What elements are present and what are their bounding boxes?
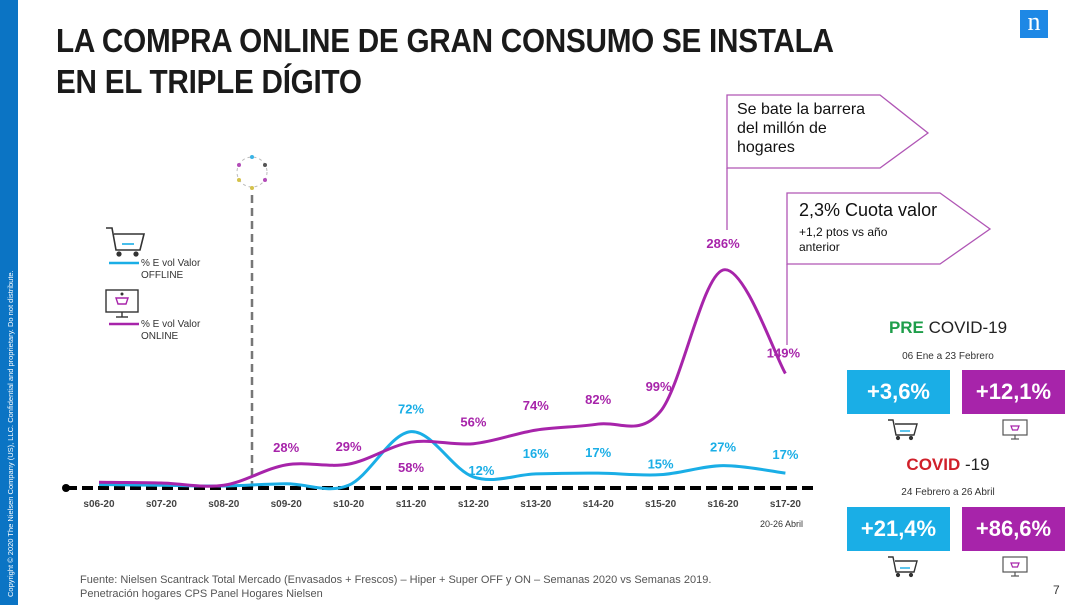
data-label-online: 58% — [398, 460, 424, 475]
copyright-sidebar: Copyright © 2020 The Nielsen Company (US… — [0, 0, 18, 605]
callout-million-shape — [726, 94, 930, 169]
shopping-cart-icon — [888, 556, 918, 578]
data-label-online: 149% — [767, 345, 801, 360]
page-number: 7 — [1053, 583, 1060, 597]
pre-online-value: +12,1% — [962, 370, 1065, 414]
online-shop-monitor-icon — [1002, 419, 1028, 440]
x-tick-label: s17-20 — [770, 499, 802, 510]
shopping-cart-icon — [888, 419, 918, 441]
nielsen-logo: n — [1020, 9, 1048, 38]
legend-online-label: % E vol Valor ONLINE — [141, 319, 201, 342]
series-offline-line — [98, 430, 786, 491]
data-label-online: 56% — [460, 415, 486, 430]
online-shop-monitor-icon — [105, 289, 139, 318]
last-week-note: 20-26 Abril — [760, 519, 804, 529]
x-tick-label: s10-20 — [333, 499, 365, 510]
x-tick-label: s12-20 — [458, 499, 490, 510]
footer-source: Fuente: Nielsen Scantrack Total Mercado … — [80, 574, 712, 600]
x-tick-label: s16-20 — [707, 499, 739, 510]
data-label-offline: 17% — [585, 445, 611, 460]
x-tick-label: s15-20 — [645, 499, 677, 510]
data-label-offline: 15% — [648, 457, 674, 472]
x-tick-label: s07-20 — [146, 499, 178, 510]
x-tick-label: s11-20 — [396, 499, 427, 510]
callout-share-main: 2,3% Cuota valor — [799, 200, 938, 220]
callout-share-shape — [786, 192, 992, 265]
data-label-offline: 12% — [468, 463, 494, 478]
x-tick-label: s06-20 — [83, 499, 115, 510]
pre-offline-value: +3,6% — [847, 370, 950, 414]
pre-covid-heading: PRE COVID-19 — [888, 318, 1008, 337]
covid-period: 24 Febrero a 26 Abril — [901, 487, 995, 498]
data-label-online: 29% — [336, 439, 362, 454]
x-tick-label: s14-20 — [583, 499, 615, 510]
data-label-online: 74% — [523, 398, 549, 413]
online-shop-monitor-icon — [1002, 556, 1028, 577]
covid-online-value: +86,6% — [962, 507, 1065, 551]
data-label-offline: 72% — [398, 402, 424, 417]
callout-million-text: Se bate la barrera del millón de hogares — [737, 101, 866, 156]
legend-offline-label: % E vol Valor OFFLINE — [141, 258, 201, 281]
page-title: LA COMPRA ONLINE DE GRAN CONSUMO SE INST… — [56, 22, 833, 100]
shopping-cart-icon — [106, 227, 146, 257]
virus-icon — [236, 155, 268, 190]
data-label-online: 286% — [706, 236, 740, 251]
x-tick-label: s13-20 — [520, 499, 552, 510]
data-label-online: 28% — [273, 440, 299, 455]
data-label-offline: 16% — [523, 446, 549, 461]
callout-share-sub: +1,2 ptos vs año anterior — [799, 225, 888, 254]
covid-heading: COVID -19 — [906, 455, 990, 474]
pre-covid-period: 06 Ene a 23 Febrero — [902, 351, 994, 362]
data-label-offline: 17% — [772, 447, 798, 462]
x-axis-start-dot — [62, 484, 70, 492]
x-tick-label: s09-20 — [271, 499, 303, 510]
data-label-offline: 27% — [710, 440, 736, 455]
data-label-online: 82% — [585, 392, 611, 407]
data-label-online: 99% — [646, 379, 672, 394]
x-tick-label: s08-20 — [208, 499, 240, 510]
series-online-line — [98, 268, 787, 488]
covid-offline-value: +21,4% — [847, 507, 950, 551]
